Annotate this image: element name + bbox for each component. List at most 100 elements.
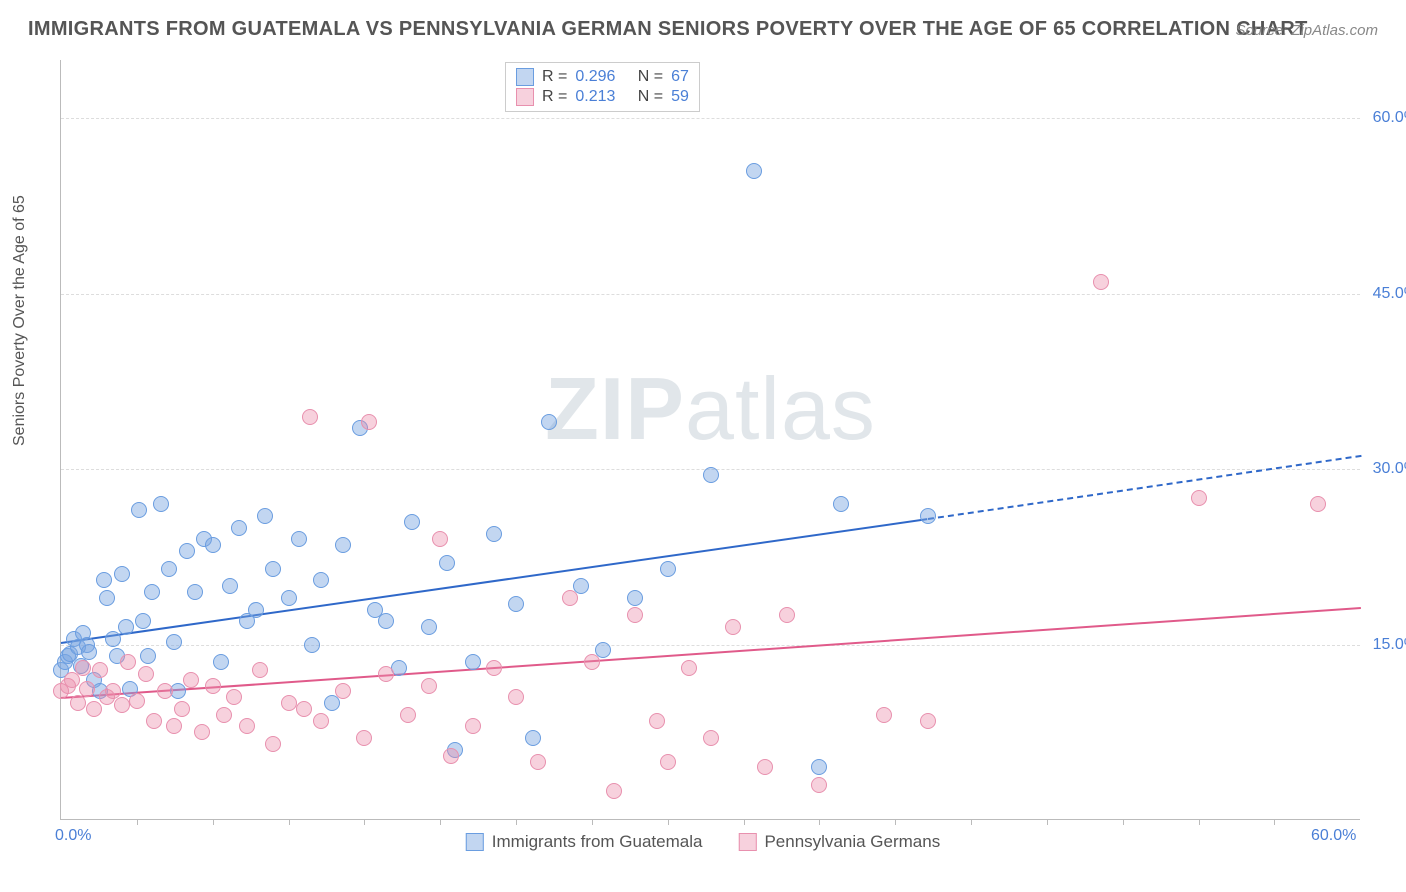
- x-minor-tick: [440, 819, 441, 825]
- scatter-point-penn: [183, 672, 199, 688]
- scatter-point-penn: [606, 783, 622, 799]
- scatter-point-guatemala: [257, 508, 273, 524]
- trend-line: [61, 607, 1361, 699]
- scatter-point-guatemala: [105, 631, 121, 647]
- scatter-point-guatemala: [313, 572, 329, 588]
- scatter-point-guatemala: [281, 590, 297, 606]
- scatter-point-penn: [75, 660, 91, 676]
- legend-swatch: [516, 68, 534, 86]
- scatter-point-penn: [296, 701, 312, 717]
- x-minor-tick: [364, 819, 365, 825]
- x-tick-label: 60.0%: [1311, 827, 1356, 845]
- y-tick-label: 15.0%: [1373, 636, 1406, 654]
- scatter-point-guatemala: [248, 602, 264, 618]
- scatter-point-penn: [302, 409, 318, 425]
- scatter-point-penn: [432, 531, 448, 547]
- scatter-point-penn: [779, 607, 795, 623]
- n-label: N =: [633, 88, 663, 106]
- grid-line: [61, 645, 1360, 646]
- scatter-point-penn: [486, 660, 502, 676]
- scatter-point-guatemala: [508, 596, 524, 612]
- x-minor-tick: [592, 819, 593, 825]
- scatter-point-guatemala: [81, 644, 97, 660]
- scatter-point-guatemala: [161, 561, 177, 577]
- chart-title: IMMIGRANTS FROM GUATEMALA VS PENNSYLVANI…: [28, 18, 1308, 41]
- n-value: 67: [671, 68, 689, 86]
- x-tick-label: 0.0%: [55, 827, 91, 845]
- scatter-point-penn: [265, 736, 281, 752]
- scatter-point-guatemala: [114, 566, 130, 582]
- scatter-point-guatemala: [99, 590, 115, 606]
- scatter-point-guatemala: [404, 514, 420, 530]
- plot-area: ZIPatlas 15.0%30.0%45.0%60.0% 0.0%60.0%: [60, 60, 1360, 820]
- scatter-point-guatemala: [335, 537, 351, 553]
- scatter-point-penn: [649, 713, 665, 729]
- grid-line: [61, 294, 1360, 295]
- legend-swatch: [738, 833, 756, 851]
- scatter-point-penn: [660, 754, 676, 770]
- scatter-point-penn: [920, 713, 936, 729]
- source-label: Source: ZipAtlas.com: [1235, 22, 1378, 39]
- scatter-point-guatemala: [144, 584, 160, 600]
- x-minor-tick: [895, 819, 896, 825]
- scatter-point-penn: [703, 730, 719, 746]
- scatter-point-penn: [400, 707, 416, 723]
- legend-correlation-row: R =0.213 N =59: [516, 87, 689, 107]
- scatter-point-penn: [562, 590, 578, 606]
- scatter-point-guatemala: [131, 502, 147, 518]
- scatter-point-guatemala: [166, 634, 182, 650]
- legend-correlation-row: R =0.296 N =67: [516, 67, 689, 87]
- r-value: 0.213: [575, 88, 625, 106]
- scatter-point-penn: [508, 689, 524, 705]
- scatter-point-guatemala: [746, 163, 762, 179]
- scatter-point-penn: [70, 695, 86, 711]
- scatter-point-penn: [530, 754, 546, 770]
- scatter-point-guatemala: [421, 619, 437, 635]
- chart-container: IMMIGRANTS FROM GUATEMALA VS PENNSYLVANI…: [0, 0, 1406, 892]
- scatter-point-penn: [157, 683, 173, 699]
- scatter-point-guatemala: [179, 543, 195, 559]
- n-value: 59: [671, 88, 689, 106]
- x-minor-tick: [819, 819, 820, 825]
- scatter-point-penn: [216, 707, 232, 723]
- y-tick-label: 30.0%: [1373, 460, 1406, 478]
- scatter-point-penn: [1310, 496, 1326, 512]
- grid-line: [61, 118, 1360, 119]
- scatter-point-guatemala: [811, 759, 827, 775]
- scatter-point-penn: [1093, 274, 1109, 290]
- scatter-point-penn: [378, 666, 394, 682]
- scatter-point-penn: [725, 619, 741, 635]
- scatter-point-penn: [79, 681, 95, 697]
- scatter-point-guatemala: [660, 561, 676, 577]
- legend-series-item: Immigrants from Guatemala: [466, 832, 703, 852]
- x-minor-tick: [744, 819, 745, 825]
- scatter-point-guatemala: [439, 555, 455, 571]
- scatter-point-guatemala: [187, 584, 203, 600]
- scatter-point-penn: [252, 662, 268, 678]
- x-minor-tick: [137, 819, 138, 825]
- n-label: N =: [633, 68, 663, 86]
- scatter-point-penn: [281, 695, 297, 711]
- watermark-bold: ZIP: [545, 359, 685, 458]
- scatter-point-penn: [361, 414, 377, 430]
- y-axis-title: Seniors Poverty Over the Age of 65: [11, 195, 29, 446]
- x-minor-tick: [1123, 819, 1124, 825]
- scatter-point-penn: [138, 666, 154, 682]
- scatter-point-guatemala: [205, 537, 221, 553]
- trend-line: [928, 455, 1362, 520]
- y-tick-label: 45.0%: [1373, 285, 1406, 303]
- scatter-point-guatemala: [291, 531, 307, 547]
- scatter-point-guatemala: [213, 654, 229, 670]
- scatter-point-guatemala: [118, 619, 134, 635]
- scatter-point-penn: [356, 730, 372, 746]
- x-minor-tick: [516, 819, 517, 825]
- scatter-point-penn: [194, 724, 210, 740]
- scatter-point-guatemala: [135, 613, 151, 629]
- scatter-point-penn: [226, 689, 242, 705]
- scatter-point-penn: [86, 701, 102, 717]
- scatter-point-guatemala: [265, 561, 281, 577]
- x-minor-tick: [213, 819, 214, 825]
- scatter-point-guatemala: [920, 508, 936, 524]
- legend-swatch: [466, 833, 484, 851]
- watermark: ZIPatlas: [545, 358, 876, 460]
